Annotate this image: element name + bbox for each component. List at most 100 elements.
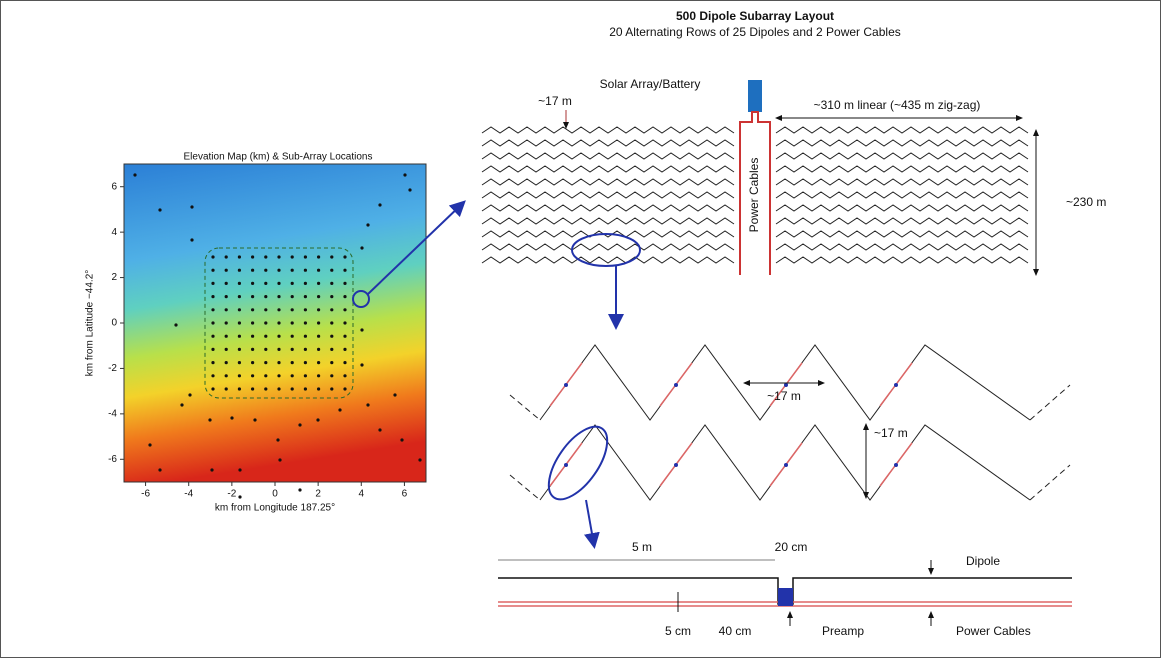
dot bbox=[360, 246, 363, 249]
dot bbox=[230, 416, 233, 419]
dot bbox=[238, 321, 241, 324]
dot bbox=[211, 255, 214, 258]
elevation-map bbox=[124, 164, 426, 482]
dot bbox=[330, 321, 333, 324]
dot bbox=[277, 374, 280, 377]
dot bbox=[343, 321, 346, 324]
dot bbox=[291, 374, 294, 377]
preamp bbox=[674, 463, 678, 467]
preamp-label: Preamp bbox=[822, 624, 864, 638]
length-label: ~310 m linear (~435 m zig-zag) bbox=[814, 98, 981, 112]
dot bbox=[276, 438, 279, 441]
zz-width: ~17 m bbox=[767, 389, 801, 403]
dot bbox=[264, 308, 267, 311]
dot bbox=[264, 348, 267, 351]
dot bbox=[180, 403, 183, 406]
dot bbox=[251, 361, 254, 364]
dot bbox=[238, 335, 241, 338]
dot bbox=[403, 173, 406, 176]
dot bbox=[251, 308, 254, 311]
dot bbox=[338, 408, 341, 411]
dot bbox=[330, 282, 333, 285]
dot bbox=[291, 282, 294, 285]
dot bbox=[211, 295, 214, 298]
dot bbox=[343, 374, 346, 377]
dot bbox=[400, 438, 403, 441]
dipole-label: Dipole bbox=[966, 554, 1000, 568]
dot bbox=[211, 321, 214, 324]
x-tick-label: 6 bbox=[402, 489, 408, 500]
dot bbox=[343, 335, 346, 338]
dot bbox=[238, 255, 241, 258]
dot bbox=[251, 255, 254, 258]
y-tick-label: -4 bbox=[108, 408, 117, 419]
dot bbox=[251, 295, 254, 298]
dot bbox=[330, 361, 333, 364]
dot bbox=[251, 374, 254, 377]
dot bbox=[211, 269, 214, 272]
dot bbox=[251, 282, 254, 285]
dot bbox=[304, 269, 307, 272]
dot bbox=[304, 361, 307, 364]
dot bbox=[408, 188, 411, 191]
dot bbox=[330, 308, 333, 311]
dot bbox=[418, 458, 421, 461]
y-tick-label: 0 bbox=[111, 318, 117, 329]
dot bbox=[225, 348, 228, 351]
dot bbox=[330, 348, 333, 351]
dot bbox=[378, 203, 381, 206]
dot bbox=[277, 387, 280, 390]
dot bbox=[238, 468, 241, 471]
dot bbox=[330, 335, 333, 338]
dot bbox=[360, 363, 363, 366]
dot bbox=[211, 282, 214, 285]
dot bbox=[277, 335, 280, 338]
dot bbox=[343, 269, 346, 272]
dot bbox=[277, 282, 280, 285]
dot bbox=[304, 308, 307, 311]
dot bbox=[264, 361, 267, 364]
dot bbox=[343, 295, 346, 298]
dot bbox=[291, 295, 294, 298]
dot bbox=[277, 295, 280, 298]
dot bbox=[317, 335, 320, 338]
dot bbox=[317, 282, 320, 285]
dot bbox=[210, 468, 213, 471]
dot bbox=[298, 488, 301, 491]
dot bbox=[277, 255, 280, 258]
x-tick-label: -6 bbox=[141, 489, 150, 500]
cables-label: Power Cables bbox=[747, 158, 761, 233]
preamp bbox=[894, 463, 898, 467]
dot bbox=[264, 321, 267, 324]
dot bbox=[304, 374, 307, 377]
dot bbox=[277, 269, 280, 272]
spacing-label: ~17 m bbox=[538, 94, 572, 108]
dot bbox=[225, 321, 228, 324]
height-label: ~230 m bbox=[1066, 195, 1106, 209]
dot bbox=[291, 335, 294, 338]
preamp bbox=[784, 383, 788, 387]
x-tick-label: 4 bbox=[359, 489, 365, 500]
dot bbox=[277, 361, 280, 364]
dot bbox=[225, 269, 228, 272]
dot bbox=[238, 348, 241, 351]
dot bbox=[277, 348, 280, 351]
zz-height: ~17 m bbox=[874, 426, 908, 440]
dot bbox=[225, 387, 228, 390]
dot bbox=[330, 387, 333, 390]
dot bbox=[211, 387, 214, 390]
dot bbox=[238, 282, 241, 285]
dot bbox=[317, 348, 320, 351]
dot bbox=[251, 321, 254, 324]
dot bbox=[291, 308, 294, 311]
dot bbox=[291, 321, 294, 324]
dot bbox=[188, 393, 191, 396]
preamp bbox=[564, 463, 568, 467]
dot bbox=[211, 308, 214, 311]
x-tick-label: -2 bbox=[227, 489, 236, 500]
dot bbox=[211, 335, 214, 338]
dot bbox=[133, 173, 136, 176]
x-tick-label: 2 bbox=[315, 489, 321, 500]
y-tick-label: -6 bbox=[108, 454, 117, 465]
battery bbox=[748, 80, 762, 112]
